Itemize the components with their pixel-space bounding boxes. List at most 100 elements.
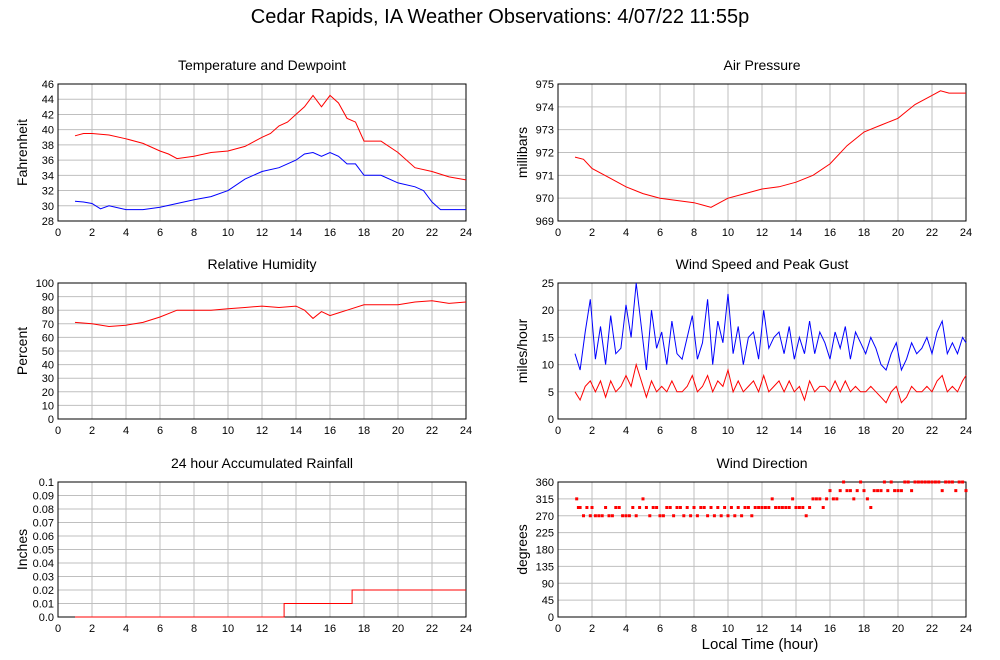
y-axis-label: degrees (514, 524, 530, 575)
x-tick-label: 8 (691, 623, 697, 635)
data-point (740, 514, 744, 518)
data-point (876, 489, 880, 493)
chart-panel-3: 0 2 4 6 8 10 12 14 16 18 20 22 240102030405060708090… (14, 256, 472, 437)
x-tick-label: 14 (790, 425, 802, 437)
data-point (678, 506, 682, 509)
data-point (937, 480, 941, 484)
data-point (835, 497, 839, 501)
chart-title: Wind Direction (716, 455, 807, 471)
x-tick-label: 24 (460, 623, 472, 635)
x-tick-label: 18 (858, 425, 870, 437)
x-tick-label: 6 (657, 227, 663, 239)
y-tick-label: 60 (42, 332, 54, 344)
data-point (604, 506, 608, 509)
x-tick-label: 20 (892, 425, 904, 437)
data-point (889, 480, 893, 484)
x-tick-label: 10 (722, 425, 734, 437)
data-point (712, 514, 716, 518)
data-point (818, 497, 822, 501)
x-tick-label: 6 (157, 227, 163, 239)
data-point (811, 497, 815, 501)
data-point (709, 506, 713, 509)
data-point (578, 506, 582, 509)
x-tick-label: 2 (89, 623, 95, 635)
y-tick-label: 32 (42, 186, 54, 198)
plot-frame (557, 83, 967, 222)
y-tick-label: 42 (42, 109, 54, 121)
x-tick-label: 22 (926, 227, 938, 239)
data-point (944, 480, 948, 484)
x-tick-label: 18 (858, 227, 870, 239)
x-tick-label: 22 (426, 623, 438, 635)
data-point (733, 514, 737, 518)
x-tick-label: 8 (191, 623, 197, 635)
data-point (746, 506, 750, 509)
data-point (910, 489, 914, 493)
y-tick-label: 0 (548, 414, 554, 426)
y-tick-label: 80 (42, 305, 54, 317)
x-tick-label: 0 (555, 227, 561, 239)
y-tick-label: 25 (542, 278, 554, 290)
data-point (906, 480, 910, 484)
x-tick-label: 18 (858, 623, 870, 635)
data-point (672, 514, 676, 518)
y-tick-label: 10 (42, 400, 54, 412)
data-point (882, 480, 886, 484)
data-point (685, 506, 689, 509)
data-point (753, 506, 757, 509)
y-axis-label: millibars (514, 127, 530, 178)
series-line-2 (574, 362, 967, 404)
x-tick-label: 4 (623, 425, 629, 437)
data-point (726, 514, 730, 518)
data-point (774, 506, 778, 509)
y-tick-label: 0.0 (39, 612, 54, 624)
x-tick-label: 10 (722, 623, 734, 635)
y-axis-label: Fahrenheit (14, 119, 30, 186)
data-point (661, 514, 665, 518)
data-point (723, 506, 727, 509)
y-tick-label: 40 (42, 125, 54, 137)
x-tick-label: 16 (824, 227, 836, 239)
data-point (614, 506, 618, 509)
series-line-1 (574, 90, 966, 208)
x-tick-label: 22 (926, 425, 938, 437)
x-tick-label: 2 (589, 623, 595, 635)
data-point (855, 489, 859, 493)
data-point (689, 514, 693, 518)
chart-title: Temperature and Dewpoint (178, 57, 346, 73)
data-point (757, 506, 761, 509)
y-tick-label: 20 (542, 305, 554, 317)
y-tick-label: 971 (536, 170, 554, 182)
x-tick-label: 8 (691, 425, 697, 437)
x-tick-label: 0 (55, 425, 61, 437)
y-axis-label: Percent (14, 327, 30, 375)
data-point (702, 506, 706, 509)
x-tick-label: 24 (460, 227, 472, 239)
data-point (597, 514, 601, 518)
chart-panel-5: 0 2 4 6 8 10 12 14 16 18 20 22 240.00.010.020.030.04… (14, 455, 472, 635)
data-point (651, 506, 655, 509)
x-tick-label: 22 (426, 425, 438, 437)
x-tick-label: 10 (222, 623, 234, 635)
data-point (886, 489, 890, 493)
x-tick-label: 14 (290, 425, 302, 437)
y-tick-label: 30 (42, 201, 54, 213)
data-point (862, 489, 866, 493)
data-point (716, 506, 720, 509)
data-point (777, 506, 781, 509)
y-tick-label: 135 (536, 561, 554, 573)
x-tick-label: 0 (55, 227, 61, 239)
data-point (607, 514, 611, 518)
data-point (954, 489, 958, 493)
x-tick-label: 18 (358, 227, 370, 239)
data-point (767, 506, 771, 509)
data-point (842, 480, 846, 484)
x-tick-label: 16 (324, 227, 336, 239)
x-tick-label: 12 (756, 227, 768, 239)
data-point (859, 480, 863, 484)
x-tick-label: 2 (589, 425, 595, 437)
y-tick-label: 20 (42, 387, 54, 399)
y-tick-label: 0 (548, 612, 554, 624)
y-tick-label: 0 (48, 414, 54, 426)
